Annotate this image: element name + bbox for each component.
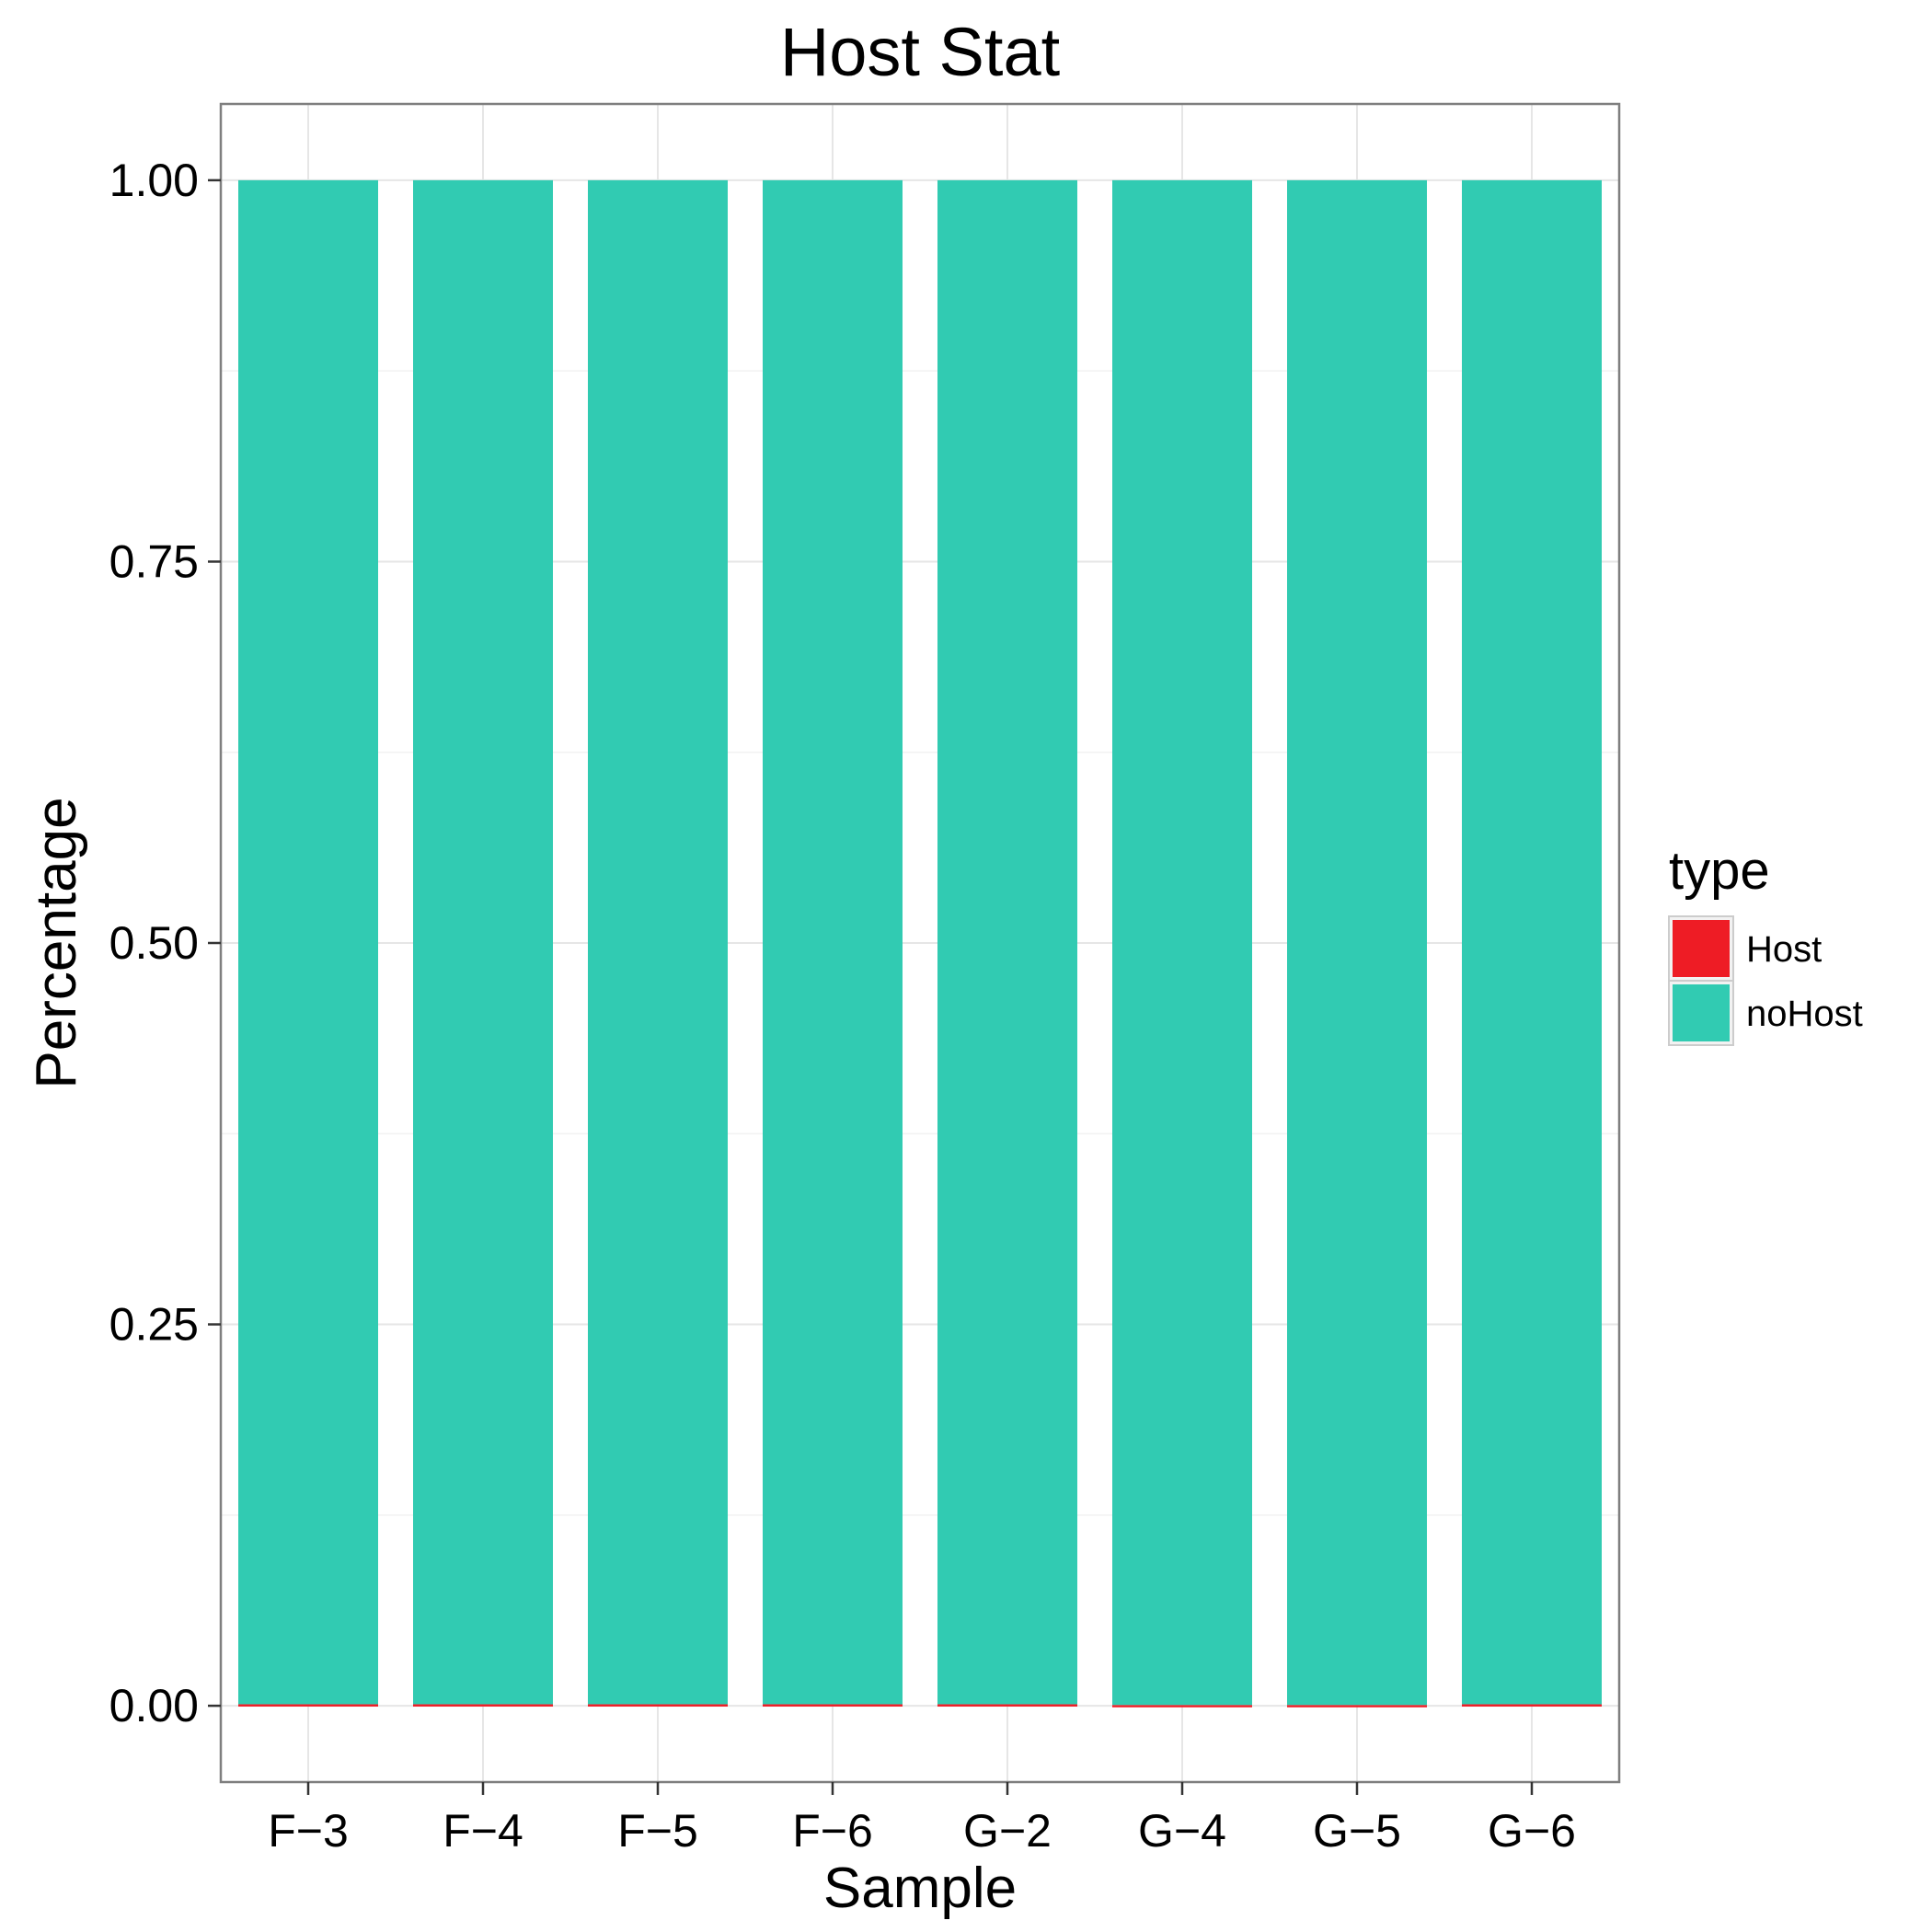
x-tick-label: G−6 bbox=[1488, 1805, 1576, 1857]
y-tick-label: 0.75 bbox=[109, 535, 199, 587]
legend: type Host noHost bbox=[1668, 841, 1863, 1046]
x-axis: F−3 F−4 F−5 F−6 G−2 G−4 G−5 G−6 bbox=[268, 1782, 1576, 1857]
bar-host-3 bbox=[588, 1704, 728, 1707]
bar-host-7 bbox=[1287, 1705, 1427, 1708]
bar-nohost-8 bbox=[1462, 179, 1602, 1705]
bar-nohost-5 bbox=[937, 179, 1077, 1705]
x-axis-title: Sample bbox=[823, 1857, 1017, 1920]
x-tick-label: F−5 bbox=[617, 1805, 698, 1857]
bar-host-5 bbox=[937, 1704, 1077, 1707]
y-axis: 0.00 0.25 0.50 0.75 1.00 bbox=[109, 155, 221, 1731]
bar-nohost-3 bbox=[588, 179, 728, 1705]
bar-nohost-6 bbox=[1112, 179, 1252, 1706]
y-tick-label: 0.00 bbox=[109, 1680, 199, 1731]
x-tick-label: F−3 bbox=[268, 1805, 349, 1857]
x-tick-label: F−6 bbox=[792, 1805, 873, 1857]
legend-title: type bbox=[1669, 841, 1770, 901]
bar-nohost-2 bbox=[413, 179, 553, 1705]
x-tick-label: G−4 bbox=[1138, 1805, 1226, 1857]
bars bbox=[238, 179, 1602, 1708]
y-tick-label: 1.00 bbox=[109, 155, 199, 206]
x-tick-label: G−5 bbox=[1313, 1805, 1401, 1857]
bar-nohost-7 bbox=[1287, 179, 1427, 1706]
x-tick-label: F−4 bbox=[443, 1805, 523, 1857]
legend-swatch-host bbox=[1673, 920, 1730, 977]
bar-nohost-4 bbox=[763, 179, 903, 1705]
legend-entries: Host noHost bbox=[1668, 915, 1863, 1046]
y-tick-label: 0.25 bbox=[109, 1299, 199, 1351]
bar-host-2 bbox=[413, 1704, 553, 1707]
legend-label-nohost: noHost bbox=[1746, 994, 1863, 1034]
y-axis-title: Percentage bbox=[25, 797, 88, 1088]
bar-host-8 bbox=[1462, 1704, 1602, 1707]
legend-swatch-nohost bbox=[1673, 984, 1730, 1041]
legend-label-host: Host bbox=[1746, 929, 1822, 970]
bar-host-4 bbox=[763, 1704, 903, 1707]
y-tick-label: 0.50 bbox=[109, 917, 199, 969]
bar-nohost-1 bbox=[238, 179, 378, 1705]
x-tick-label: G−2 bbox=[963, 1805, 1052, 1857]
bar-host-1 bbox=[238, 1704, 378, 1707]
chart-title: Host Stat bbox=[780, 14, 1061, 90]
bar-host-6 bbox=[1112, 1705, 1252, 1708]
